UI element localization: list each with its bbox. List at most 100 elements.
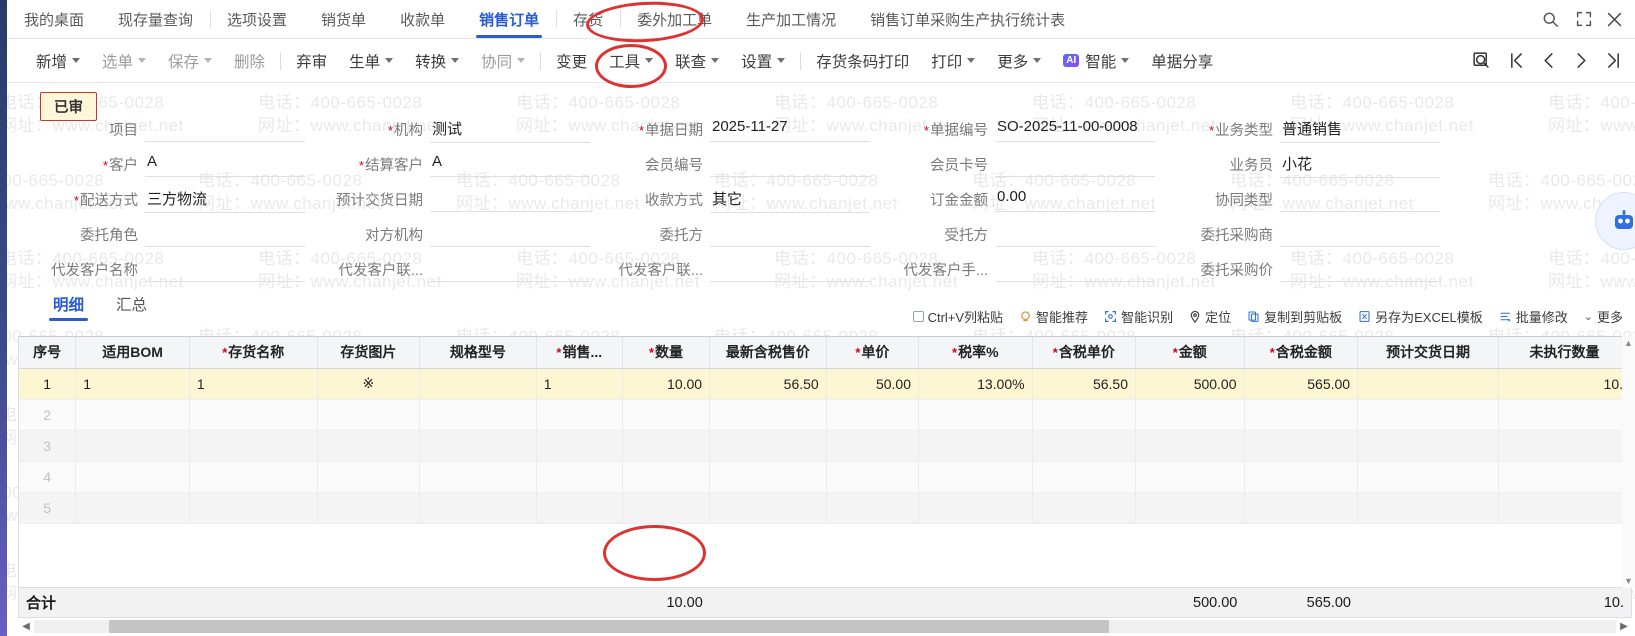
table-vertical-scrollbar[interactable]: ▲ ▼: [1622, 336, 1635, 588]
table-horizontal-scrollbar[interactable]: ◀ ▶: [18, 618, 1632, 635]
fullscreen-icon[interactable]: [1567, 0, 1601, 38]
table-column-header-5[interactable]: *销售...: [536, 337, 623, 369]
table-cell[interactable]: [75, 461, 190, 493]
table-cell[interactable]: [1244, 461, 1359, 493]
form-field-value[interactable]: 普通销售: [1280, 116, 1440, 143]
table-cell[interactable]: 3: [19, 430, 77, 462]
form-field-value[interactable]: [710, 256, 870, 282]
table-cell[interactable]: [1357, 368, 1500, 400]
table-column-header-0[interactable]: 序号: [19, 337, 77, 369]
toolbar-button-3[interactable]: 删除: [223, 46, 276, 76]
table-cell[interactable]: 1: [75, 368, 190, 400]
table-cell[interactable]: [536, 399, 623, 431]
toolbar-button-2[interactable]: 保存: [157, 46, 223, 76]
table-cell[interactable]: 4: [19, 461, 77, 493]
window-tab-4[interactable]: 收款单: [383, 0, 462, 38]
form-field-value[interactable]: [710, 221, 870, 247]
toolbar-button-8[interactable]: 变更: [545, 46, 598, 76]
toolbar-button-12[interactable]: 存货条码打印: [805, 46, 920, 76]
table-cell[interactable]: [1498, 399, 1631, 431]
table-cell[interactable]: 56.50: [709, 368, 827, 400]
toolbar-button-13[interactable]: 打印: [920, 46, 986, 76]
prev-record-button[interactable]: [1533, 51, 1565, 70]
table-column-header-7[interactable]: 最新含税售价: [709, 337, 827, 369]
grid-tool-0[interactable]: Ctrl+V列粘贴: [905, 307, 1011, 326]
form-field-value[interactable]: 测试: [430, 116, 590, 143]
window-tab-3[interactable]: 销货单: [304, 0, 383, 38]
table-cell[interactable]: [419, 399, 537, 431]
table-cell[interactable]: [189, 492, 318, 524]
table-cell[interactable]: [536, 430, 623, 462]
table-cell[interactable]: [75, 430, 190, 462]
table-cell[interactable]: [1244, 492, 1359, 524]
table-cell[interactable]: 13.00%: [918, 368, 1033, 400]
form-field-value[interactable]: [145, 116, 305, 142]
hscroll-right-arrow[interactable]: ▶: [1620, 621, 1628, 632]
table-cell[interactable]: [1032, 461, 1137, 493]
table-cell[interactable]: 1: [19, 368, 77, 400]
table-cell[interactable]: [622, 492, 711, 524]
toolbar-button-7[interactable]: 协同: [470, 46, 536, 76]
next-record-button[interactable]: [1565, 51, 1597, 70]
form-field-value[interactable]: [710, 151, 870, 177]
grid-tool-5[interactable]: 另存为EXCEL模板: [1350, 307, 1491, 326]
detail-tab-0[interactable]: 明细: [37, 293, 100, 321]
table-column-header-10[interactable]: *含税单价: [1032, 337, 1137, 369]
form-field-value[interactable]: 0.00: [995, 186, 1155, 212]
grid-tool-4[interactable]: 复制到剪贴板: [1239, 307, 1350, 326]
zoom-search-icon[interactable]: [1463, 51, 1500, 70]
toolbar-button-14[interactable]: 更多: [986, 46, 1052, 76]
table-cell[interactable]: [918, 399, 1033, 431]
window-tab-0[interactable]: 我的桌面: [7, 0, 101, 38]
table-cell[interactable]: [1357, 492, 1500, 524]
table-cell[interactable]: [826, 399, 920, 431]
table-cell[interactable]: [1244, 399, 1359, 431]
table-cell[interactable]: [189, 399, 318, 431]
window-tab-9[interactable]: 销售订单采购生产执行统计表: [853, 0, 1082, 38]
table-cell[interactable]: 500.00: [1135, 368, 1245, 400]
form-field-value[interactable]: [145, 221, 305, 247]
table-column-header-8[interactable]: *单价: [826, 337, 920, 369]
table-cell[interactable]: [918, 492, 1033, 524]
table-cell[interactable]: [189, 461, 318, 493]
table-cell[interactable]: [1032, 399, 1137, 431]
grid-tool-1[interactable]: 智能推荐: [1011, 307, 1096, 326]
window-tab-2[interactable]: 选项设置: [210, 0, 304, 38]
search-icon[interactable]: [1533, 0, 1567, 38]
table-cell[interactable]: [826, 430, 920, 462]
table-cell[interactable]: [1032, 492, 1137, 524]
table-column-header-2[interactable]: *存货名称: [189, 337, 318, 369]
table-cell[interactable]: [1135, 461, 1245, 493]
table-row[interactable]: 4: [19, 461, 1631, 493]
table-cell[interactable]: [317, 492, 421, 524]
form-field-value[interactable]: [1280, 186, 1440, 212]
table-column-header-13[interactable]: 预计交货日期: [1357, 337, 1500, 369]
table-cell[interactable]: [317, 461, 421, 493]
table-cell[interactable]: 50.00: [826, 368, 920, 400]
toolbar-button-5[interactable]: 生单: [338, 46, 404, 76]
close-icon[interactable]: [1601, 0, 1635, 38]
table-cell[interactable]: 565.00: [1244, 368, 1359, 400]
window-tab-7[interactable]: 委外加工单: [620, 0, 729, 38]
form-field-value[interactable]: [995, 256, 1155, 282]
table-column-header-3[interactable]: 存货图片: [317, 337, 421, 369]
window-tab-6[interactable]: 存货: [556, 0, 620, 38]
hscroll-thumb[interactable]: [109, 620, 1109, 633]
table-cell[interactable]: [419, 430, 537, 462]
table-cell[interactable]: 5: [19, 492, 77, 524]
hscroll-track[interactable]: [34, 620, 1616, 633]
form-field-value[interactable]: [145, 256, 305, 282]
table-row[interactable]: 3: [19, 430, 1631, 462]
table-cell[interactable]: [419, 492, 537, 524]
toolbar-button-9[interactable]: 工具: [598, 46, 664, 76]
table-cell[interactable]: 10.: [1498, 368, 1631, 400]
table-cell[interactable]: [1498, 492, 1631, 524]
table-cell[interactable]: [709, 461, 827, 493]
toolbar-button-4[interactable]: 弃审: [285, 46, 338, 76]
table-cell[interactable]: [1135, 492, 1245, 524]
table-cell[interactable]: [622, 430, 711, 462]
form-field-value[interactable]: [430, 186, 590, 212]
form-field-value[interactable]: [995, 151, 1155, 177]
table-cell[interactable]: [1135, 430, 1245, 462]
table-row[interactable]: 2: [19, 399, 1631, 431]
